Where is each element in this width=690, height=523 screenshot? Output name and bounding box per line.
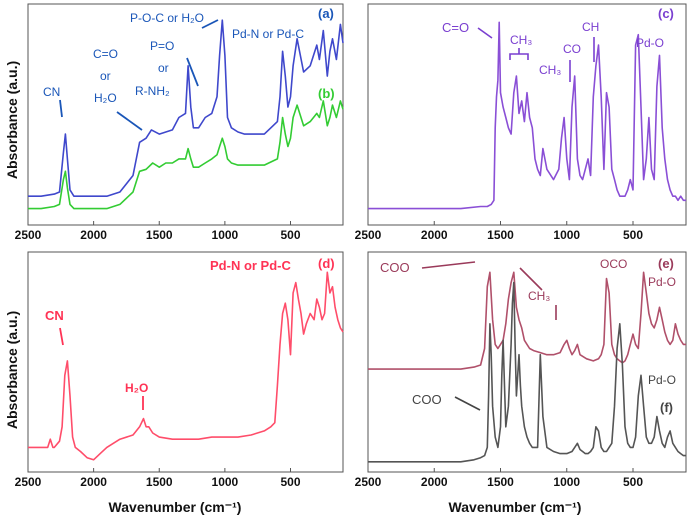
ann-or1: or bbox=[100, 69, 111, 83]
ann-h2o: H₂O bbox=[94, 91, 117, 105]
label-a: (a) bbox=[318, 6, 334, 21]
annotations-top-left: (a) (b) CN C=O or H₂O P-O-C or H₂O P=O o… bbox=[43, 6, 335, 131]
x-tick-label: 2000 bbox=[80, 475, 107, 489]
label-c: (c) bbox=[658, 6, 674, 21]
spectrum-line bbox=[368, 271, 686, 370]
ann-c-co2: CO bbox=[563, 42, 581, 56]
spectrum-line bbox=[368, 21, 686, 210]
ann-c-co: C=O bbox=[442, 20, 469, 35]
x-axis-title-right: Wavenumber (cm⁻¹) bbox=[449, 499, 582, 515]
plot-frame bbox=[27, 251, 344, 473]
ann-c-ch3b: CH₃ bbox=[539, 63, 561, 77]
x-tick-label: 2500 bbox=[15, 228, 42, 242]
ann-co: C=O bbox=[93, 47, 118, 61]
x-tick-label: 1000 bbox=[212, 228, 239, 242]
ann-c-ch3a: CH₃ bbox=[510, 33, 532, 47]
panel-top-right: 2500 2000 1500 1000 500 bbox=[355, 3, 687, 242]
ann-d-pdn: Pd-N or Pd-C bbox=[210, 258, 291, 273]
ann-d-cn: CN bbox=[45, 308, 64, 323]
ann-e-oco: OCO bbox=[600, 257, 627, 271]
panel-top-left: 2500 2000 1500 1000 500 bbox=[15, 3, 344, 242]
x-tick-label: 1500 bbox=[146, 475, 173, 489]
spectrum-line bbox=[28, 100, 344, 210]
ann-d-h2o: H₂O bbox=[125, 381, 148, 395]
label-f: (f) bbox=[660, 400, 673, 415]
label-d: (d) bbox=[318, 256, 335, 271]
ann-e-coo: COO bbox=[380, 260, 410, 275]
x-tick-label: 1500 bbox=[487, 228, 514, 242]
panel-bottom-right: 2500 2000 1500 1000 500 bbox=[355, 251, 687, 489]
annotations-bottom-left: (d) CN H₂O Pd-N or Pd-C bbox=[45, 256, 335, 410]
spectrum-line bbox=[28, 19, 344, 197]
x-tick-label: 500 bbox=[623, 228, 643, 242]
x-tick-label: 2000 bbox=[80, 228, 107, 242]
x-tick-label: 2500 bbox=[355, 228, 382, 242]
ann-poc: P-O-C or H₂O bbox=[130, 11, 204, 25]
annotations-top-right: (c) C=O CH₃ CH₃ CO CH Pd-O bbox=[442, 6, 674, 82]
ann-e-ch3: CH₃ bbox=[528, 289, 550, 303]
x-axis-title: Wavenumber (cm⁻¹) bbox=[109, 499, 242, 515]
x-tick-label: 2500 bbox=[355, 475, 382, 489]
ann-e-pdo: Pd-O bbox=[648, 275, 676, 289]
x-tick-label: 2000 bbox=[421, 228, 448, 242]
x-tick-label: 500 bbox=[280, 228, 300, 242]
x-tick-label: 1000 bbox=[553, 228, 580, 242]
ann-po: P=O bbox=[150, 39, 174, 53]
x-tick-label: 1500 bbox=[146, 228, 173, 242]
spectrum-line bbox=[28, 271, 344, 461]
plot-frame bbox=[367, 251, 687, 473]
ann-pdn: Pd-N or Pd-C bbox=[232, 27, 304, 41]
ann-f-coo: COO bbox=[412, 392, 442, 407]
label-e: (e) bbox=[658, 256, 674, 271]
ann-c-pdo: Pd-O bbox=[636, 36, 664, 50]
x-tick-label: 1000 bbox=[553, 475, 580, 489]
annotations-bottom-right: (e) (f) COO CH₃ OCO Pd-O Pd-O COO bbox=[380, 256, 676, 415]
y-axis-title: Absorbance (a.u.) bbox=[4, 61, 20, 179]
x-tick-label: 2500 bbox=[15, 475, 42, 489]
x-tick-label: 500 bbox=[280, 475, 300, 489]
x-tick-label: 2000 bbox=[421, 475, 448, 489]
spectrum-line bbox=[368, 281, 686, 463]
x-tick-label: 500 bbox=[623, 475, 643, 489]
y-axis-title-bottom: Absorbance (a.u.) bbox=[4, 311, 20, 429]
label-b: (b) bbox=[318, 86, 335, 101]
panel-bottom-left: 2500 2000 1500 1000 500 bbox=[15, 251, 344, 489]
ann-f-pdo: Pd-O bbox=[648, 373, 676, 387]
ann-cn: CN bbox=[43, 85, 60, 99]
ann-or2: or bbox=[158, 61, 169, 75]
x-tick-label: 1500 bbox=[487, 475, 514, 489]
plot-frame bbox=[27, 3, 344, 226]
x-tick-label: 1000 bbox=[212, 475, 239, 489]
ann-rnh2: R-NH₂ bbox=[135, 84, 170, 98]
ann-c-ch: CH bbox=[582, 20, 599, 34]
plot-frame bbox=[367, 3, 687, 226]
